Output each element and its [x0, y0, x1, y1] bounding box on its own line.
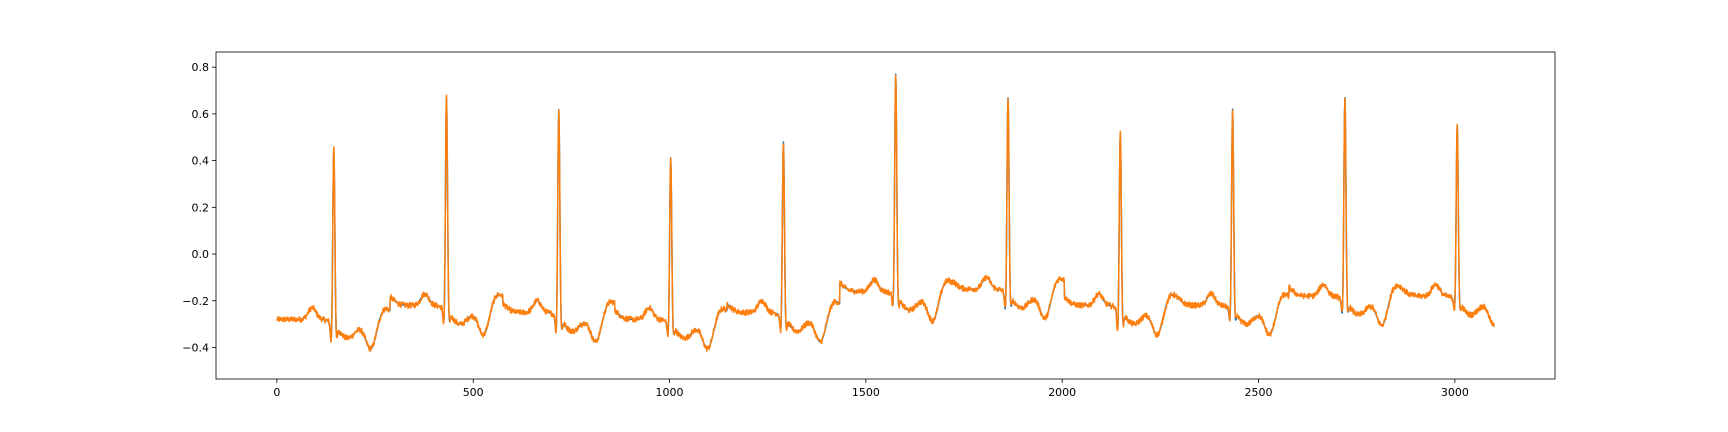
series-line-1: [276, 74, 1495, 353]
x-tick-label: 500: [463, 386, 484, 399]
x-tick-label: 3000: [1441, 386, 1469, 399]
x-tick-label: 2500: [1245, 386, 1273, 399]
y-tick-label: −0.4: [182, 341, 209, 354]
y-axis: −0.4 −0.2 0.0 0.2 0.4 0.6 0.8: [182, 61, 216, 354]
plot-background: [216, 52, 1555, 379]
y-tick-label: 0.6: [192, 108, 210, 121]
y-tick-label: 0.0: [192, 248, 210, 261]
x-tick-label: 0: [273, 386, 280, 399]
x-tick-label: 1500: [852, 386, 880, 399]
y-tick-label: 0.8: [192, 61, 210, 74]
plot-frame: [215, 51, 1556, 380]
y-tick-label: 0.2: [192, 201, 210, 214]
x-axis: 0 500 1000 1500 2000 2500 3000: [273, 379, 1469, 399]
x-tick-label: 2000: [1048, 386, 1076, 399]
y-tick-label: 0.4: [192, 155, 210, 168]
series-layer: [276, 73, 1495, 353]
y-tick-label: −0.2: [182, 295, 209, 308]
x-tick-label: 1000: [656, 386, 684, 399]
